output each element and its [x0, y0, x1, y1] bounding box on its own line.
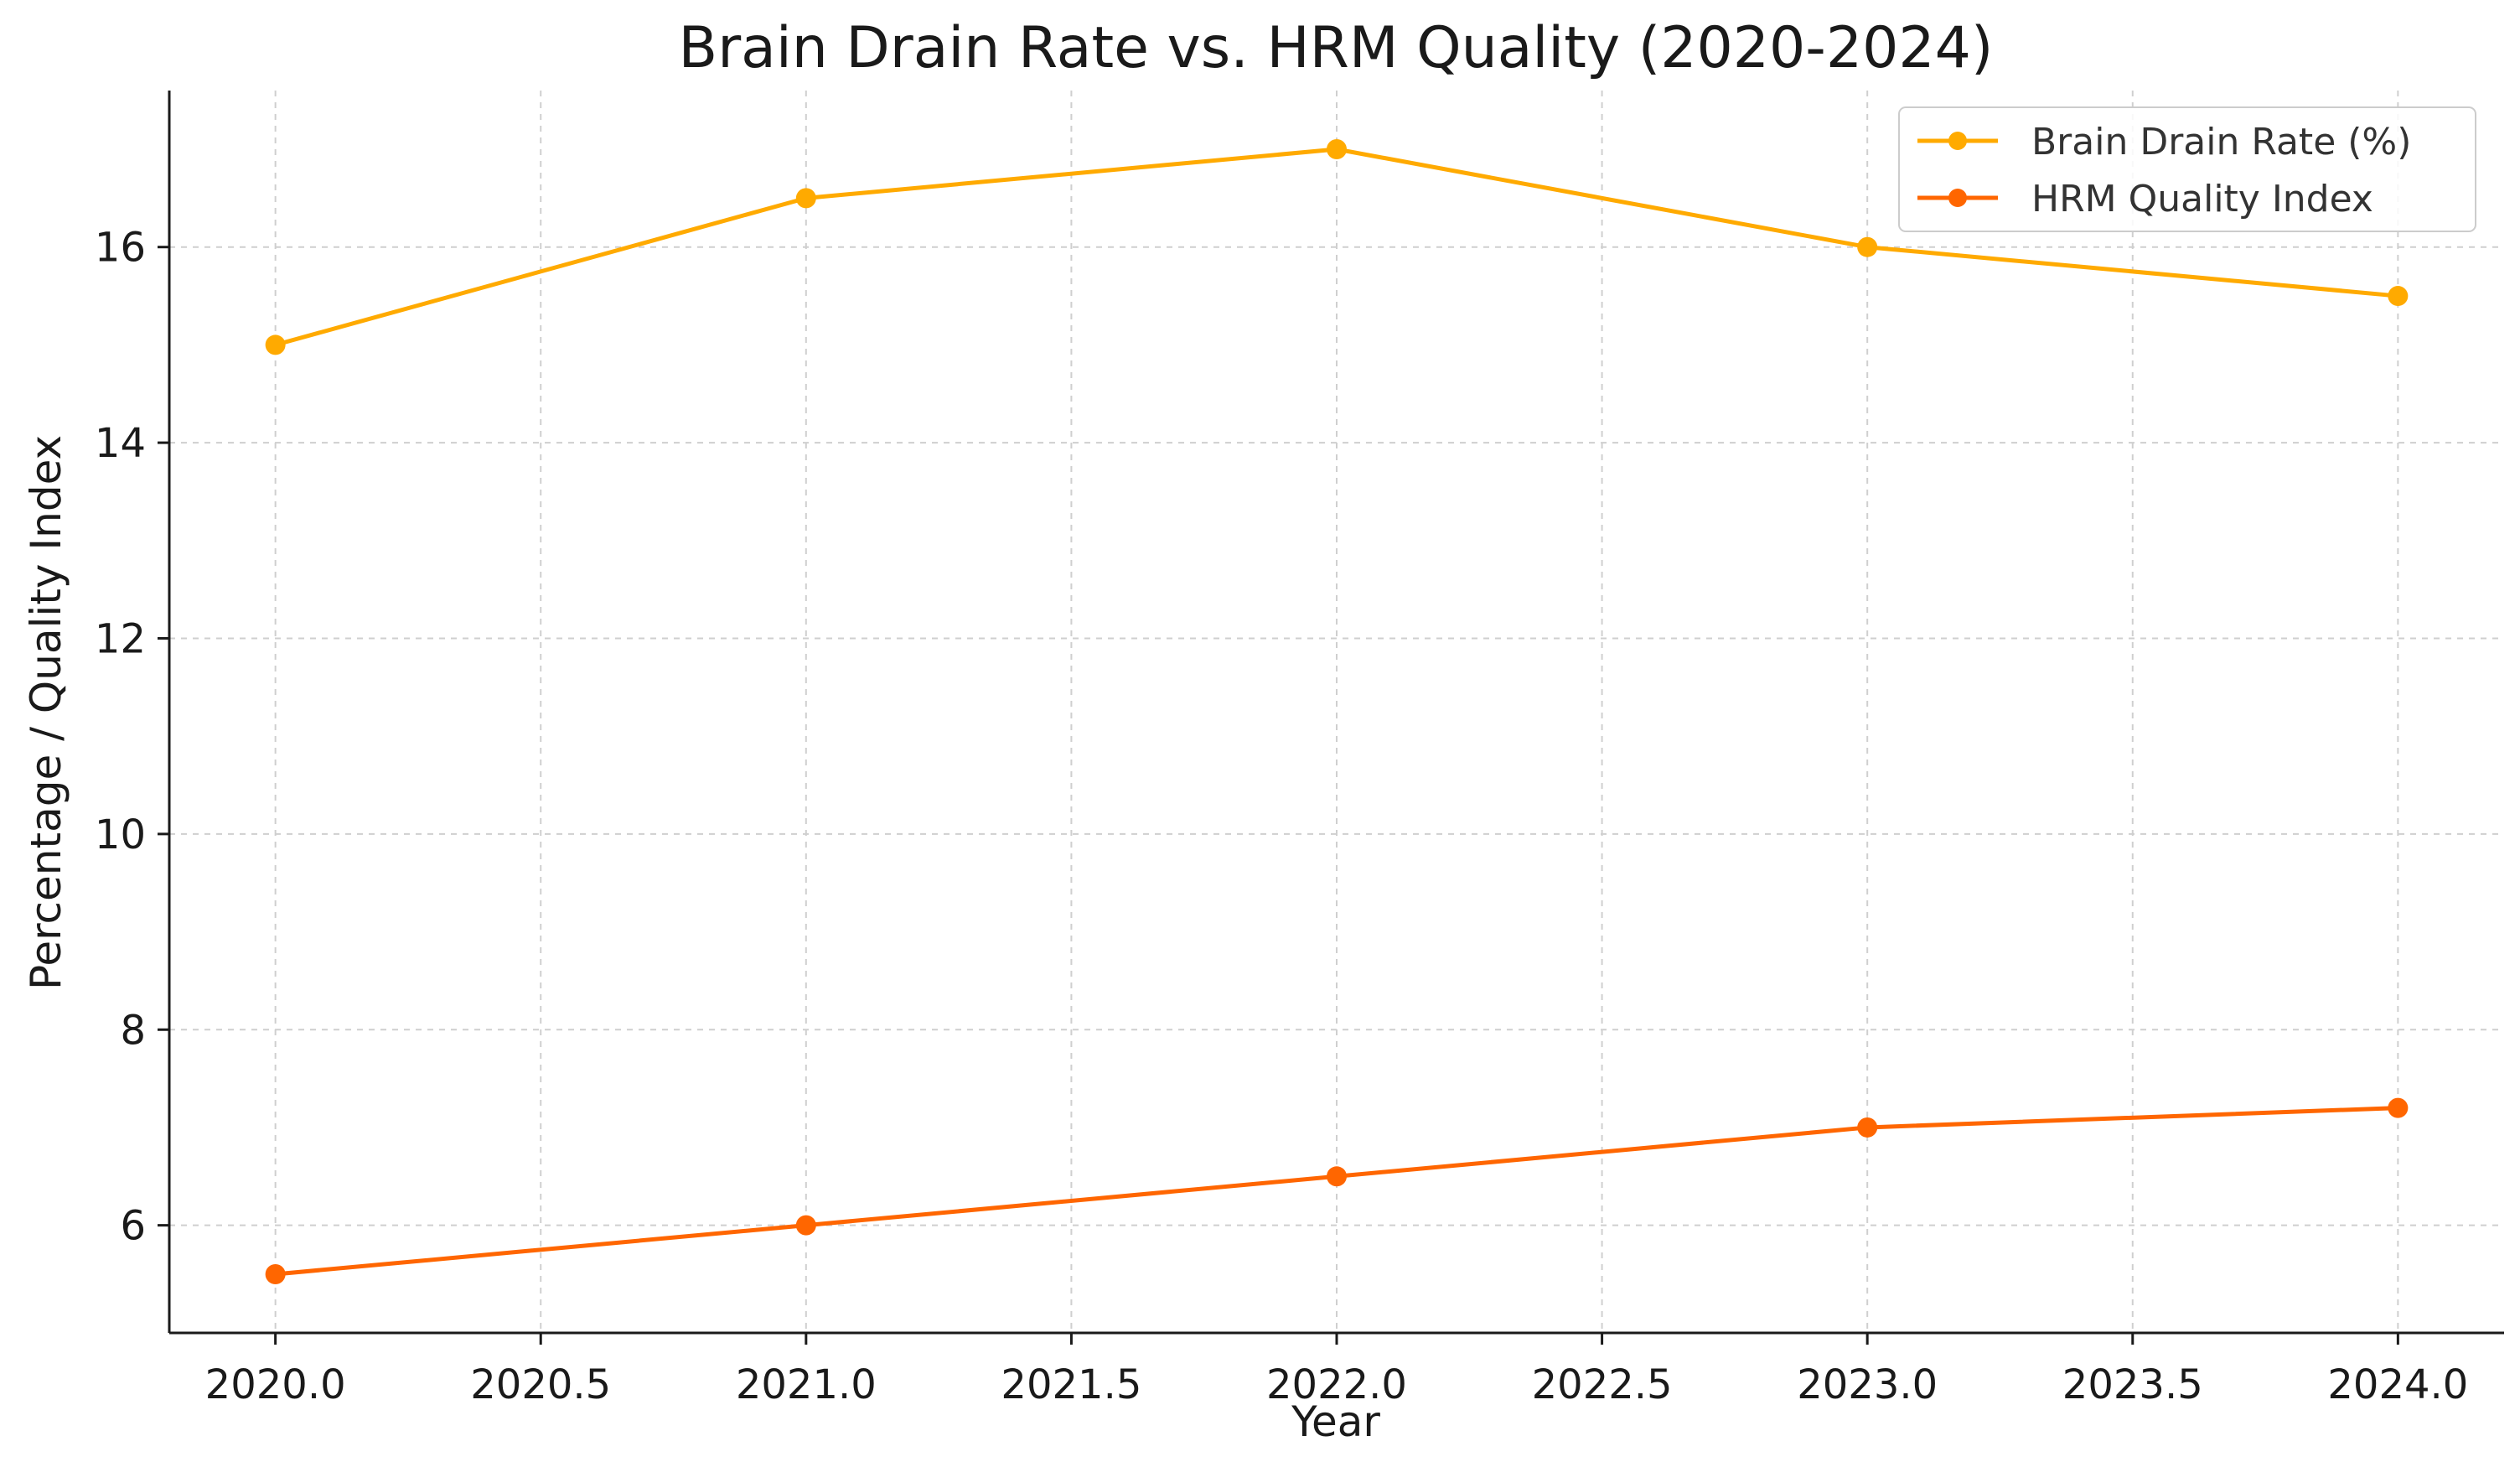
y-tick-label: 6 [120, 1203, 146, 1250]
legend-marker-hrm-quality-index [1948, 189, 1967, 207]
data-point-brain-drain-rate [1857, 236, 1878, 257]
data-point-brain-drain-rate [2388, 286, 2409, 307]
series-layer [265, 139, 2409, 1284]
legend: Brain Drain Rate (%) HRM Quality Index [1898, 106, 2476, 232]
x-tick-label: 2020.0 [205, 1361, 346, 1408]
data-point-hrm-quality-index [1857, 1117, 1878, 1138]
y-tick-label: 8 [120, 1007, 146, 1054]
x-tick-label: 2023.0 [1797, 1361, 1938, 1408]
legend-label-brain-drain-rate: Brain Drain Rate (%) [2031, 121, 2411, 163]
y-tick-label: 14 [95, 420, 146, 467]
x-tick-label: 2022.0 [1266, 1361, 1407, 1408]
legend-marker-brain-drain-rate [1948, 132, 1967, 150]
x-tick-label: 2021.5 [1001, 1361, 1141, 1408]
data-point-brain-drain-rate [795, 188, 816, 209]
y-axis-label: Percentage / Quality Index [22, 435, 70, 990]
legend-box [1898, 106, 2476, 232]
data-point-brain-drain-rate [1327, 139, 1347, 160]
data-point-hrm-quality-index [2388, 1097, 2409, 1118]
x-axis-ticks: 2020.0 2020.5 2021.0 2021.5 2022.0 2022.5 2023… [205, 1333, 2468, 1408]
y-tick-label: 16 [95, 225, 146, 272]
y-axis-ticks: 6 8 10 12 14 16 [95, 225, 169, 1250]
x-tick-label: 2020.5 [470, 1361, 611, 1408]
y-tick-label: 12 [95, 615, 146, 662]
x-tick-label: 2021.0 [736, 1361, 877, 1408]
data-point-brain-drain-rate [265, 334, 286, 355]
legend-label-hrm-quality-index: HRM Quality Index [2031, 178, 2373, 220]
x-tick-label: 2023.5 [2062, 1361, 2203, 1408]
data-point-hrm-quality-index [1327, 1166, 1347, 1187]
x-axis-label: Year [1291, 1397, 1380, 1446]
data-point-hrm-quality-index [795, 1215, 816, 1236]
x-tick-label: 2022.5 [1532, 1361, 1673, 1408]
y-tick-label: 10 [95, 811, 146, 858]
x-tick-label: 2024.0 [2327, 1361, 2468, 1408]
chart-title: Brain Drain Rate vs. HRM Quality (2020-2… [679, 15, 1994, 81]
data-point-hrm-quality-index [265, 1263, 286, 1284]
